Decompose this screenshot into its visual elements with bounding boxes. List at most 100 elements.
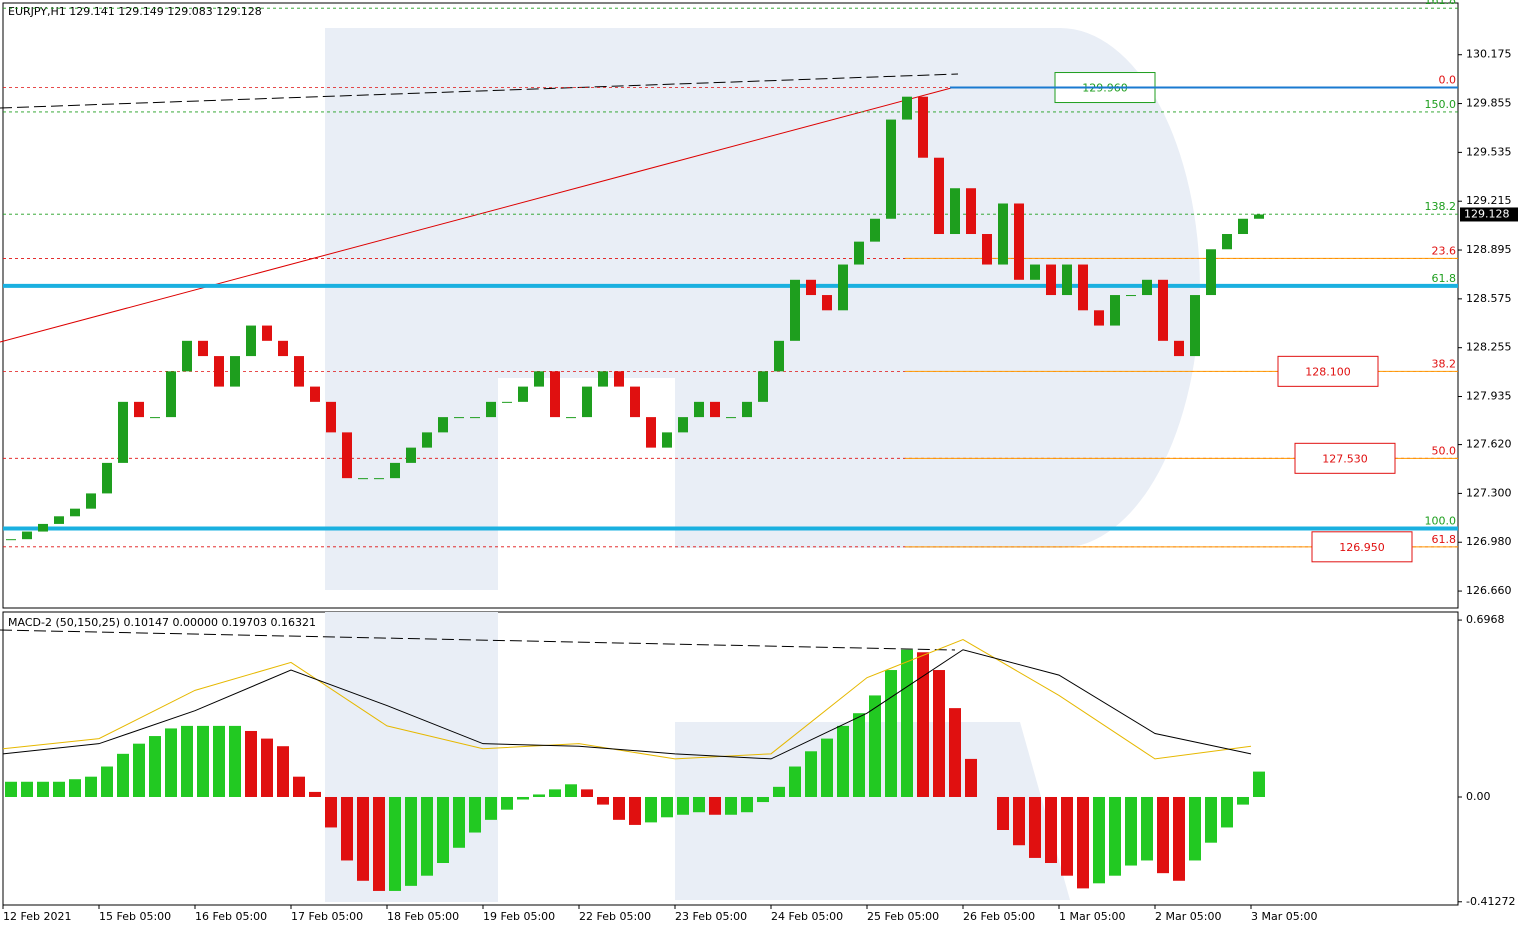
candle bbox=[262, 325, 272, 341]
y-tick-label: 126.660 bbox=[1466, 584, 1512, 597]
histogram-bar bbox=[1237, 796, 1249, 805]
candle bbox=[1014, 203, 1024, 280]
histogram-bar bbox=[277, 746, 289, 797]
y-tick-label: 126.980 bbox=[1466, 535, 1512, 548]
histogram-bar bbox=[117, 753, 129, 797]
histogram-bar bbox=[1013, 796, 1025, 846]
histogram-bar bbox=[677, 796, 689, 815]
candle bbox=[838, 264, 848, 311]
histogram-bar bbox=[517, 796, 529, 800]
histogram-bar bbox=[1221, 796, 1233, 828]
signal-line bbox=[2, 649, 1252, 760]
candle bbox=[1078, 264, 1088, 311]
candle bbox=[1094, 310, 1104, 326]
candle bbox=[374, 478, 384, 480]
histogram-bar bbox=[917, 652, 929, 797]
price-box bbox=[1460, 207, 1518, 222]
x-tick-label: 2 Mar 05:00 bbox=[1155, 910, 1221, 923]
watermark bbox=[325, 28, 1200, 902]
histogram-bar bbox=[901, 649, 913, 797]
y-tick-label: 127.935 bbox=[1466, 390, 1512, 403]
candle bbox=[1062, 264, 1072, 296]
candle bbox=[518, 386, 528, 402]
histogram-bar bbox=[565, 784, 577, 797]
histogram-bar bbox=[213, 725, 225, 797]
histogram-bar bbox=[693, 796, 705, 813]
trend-line bbox=[0, 73, 959, 109]
histogram-bar bbox=[725, 796, 737, 815]
candle bbox=[1174, 340, 1184, 357]
candle bbox=[1238, 218, 1248, 235]
level-label: 126.950 bbox=[1339, 541, 1385, 554]
candle bbox=[902, 96, 912, 120]
histogram-bar bbox=[789, 766, 801, 797]
histogram-bar bbox=[405, 796, 417, 886]
level-box bbox=[1277, 355, 1379, 387]
histogram-bar bbox=[1189, 796, 1201, 861]
histogram-bar bbox=[597, 796, 609, 805]
candle bbox=[358, 478, 368, 480]
histogram-bar bbox=[1157, 796, 1169, 874]
fib-label: 61.8 bbox=[1432, 533, 1457, 546]
histogram-bar bbox=[133, 743, 145, 797]
candle bbox=[166, 371, 176, 418]
candle bbox=[854, 241, 864, 265]
candle bbox=[822, 295, 832, 311]
level-box bbox=[1311, 531, 1413, 563]
histogram-bar bbox=[373, 796, 385, 891]
x-tick-label: 15 Feb 05:00 bbox=[99, 910, 171, 923]
histogram-bar bbox=[437, 796, 449, 864]
fib-label: 0.0 bbox=[1439, 74, 1457, 87]
histogram-bar bbox=[341, 796, 353, 861]
x-tick-label: 12 Feb 2021 bbox=[3, 910, 71, 923]
histogram-bar bbox=[1093, 796, 1105, 884]
candle bbox=[630, 386, 640, 418]
candle bbox=[998, 203, 1008, 265]
y-tick-label: 129.215 bbox=[1466, 194, 1512, 207]
fib-label: 61.8 bbox=[1432, 272, 1457, 285]
candle bbox=[710, 401, 720, 418]
candle bbox=[118, 401, 128, 463]
x-tick-label: 23 Feb 05:00 bbox=[675, 910, 747, 923]
histogram-bar bbox=[1045, 796, 1057, 864]
candle bbox=[38, 523, 48, 532]
histogram-bar bbox=[181, 725, 193, 797]
x-tick-label: 17 Feb 05:00 bbox=[291, 910, 363, 923]
histogram-bar bbox=[837, 725, 849, 797]
y-tick-label: 0.6968 bbox=[1466, 613, 1505, 626]
candle bbox=[582, 386, 592, 418]
histogram-bar bbox=[501, 796, 513, 810]
histogram-bar bbox=[421, 796, 433, 876]
candle bbox=[470, 417, 480, 419]
histogram-bar bbox=[949, 708, 961, 797]
candle bbox=[486, 401, 496, 418]
candle bbox=[230, 356, 240, 387]
y-tick-label: 128.255 bbox=[1466, 341, 1512, 354]
candle bbox=[726, 417, 736, 419]
chart-title: EURJPY,H1 129.141 129.149 129.083 129.12… bbox=[8, 5, 262, 18]
histogram-bar bbox=[309, 791, 321, 797]
signal-line bbox=[2, 639, 1252, 760]
histogram-bar bbox=[1173, 796, 1185, 881]
histogram-bar bbox=[229, 725, 241, 797]
histogram-bar bbox=[469, 796, 481, 833]
histogram-bar bbox=[1109, 796, 1121, 876]
macd-title: MACD-2 (50,150,25) 0.10147 0.00000 0.197… bbox=[8, 616, 316, 629]
histogram-bar bbox=[69, 779, 81, 797]
x-tick-label: 18 Feb 05:00 bbox=[387, 910, 459, 923]
histogram-bar bbox=[1029, 796, 1041, 858]
histogram-bar bbox=[581, 789, 593, 797]
histogram-bar bbox=[661, 796, 673, 818]
candle bbox=[886, 119, 896, 219]
histogram-bar bbox=[997, 796, 1009, 830]
x-tick-label: 19 Feb 05:00 bbox=[483, 910, 555, 923]
candle bbox=[1030, 264, 1040, 280]
candle bbox=[438, 417, 448, 433]
histogram-bar bbox=[885, 670, 897, 797]
candle bbox=[790, 279, 800, 341]
fib-label: 150.0 bbox=[1425, 98, 1457, 111]
histogram-bar bbox=[53, 781, 65, 797]
histogram-bar bbox=[357, 796, 369, 881]
candle bbox=[758, 371, 768, 402]
y-tick-label: 128.575 bbox=[1466, 292, 1512, 305]
